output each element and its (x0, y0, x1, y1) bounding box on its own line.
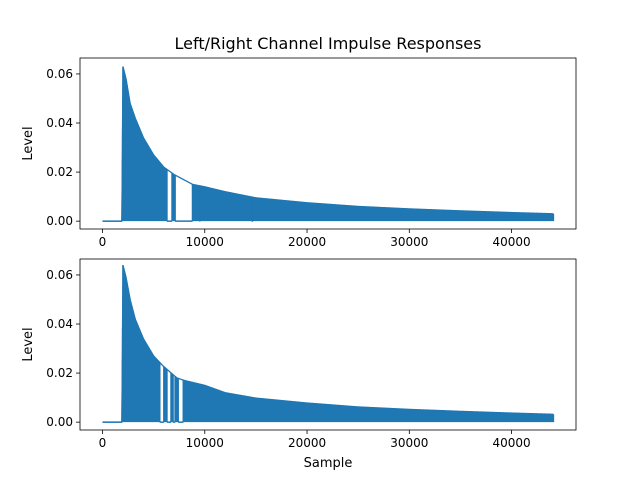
y-tick-label: 0.02 (46, 165, 73, 179)
chart-title: Left/Right Channel Impulse Responses (175, 34, 482, 53)
series-impulse-fill (121, 66, 555, 222)
series-impulse-fill (121, 265, 555, 423)
x-tick-label: 10000 (186, 235, 224, 249)
y-tick-label: 0.04 (46, 317, 73, 331)
axes-frame (79, 57, 577, 230)
x-tick-label: 20000 (288, 436, 326, 450)
x-tick-label: 30000 (390, 235, 428, 249)
x-tick-label: 0 (99, 235, 107, 249)
x-tick-label: 30000 (390, 436, 428, 450)
left-channel-panel: 0 10000 20000 30000 40000 0.00 0.02 0.04 0.06 Lev… (21, 57, 577, 249)
y-tick-label: 0.06 (46, 67, 73, 81)
axes-frame (79, 258, 577, 431)
series-envelope-line (102, 264, 554, 423)
y-tick-label: 0.00 (46, 214, 73, 228)
x-tick-label: 20000 (288, 235, 326, 249)
y-tick-label: 0.06 (46, 268, 73, 282)
series-envelope-line (102, 66, 554, 222)
x-axis-label: Sample (304, 456, 353, 471)
x-tick-label: 40000 (492, 436, 530, 450)
y-tick-label: 0.00 (46, 415, 73, 429)
y-axis-label: Level (21, 126, 36, 160)
right-channel-panel: 0 10000 20000 30000 40000 0.00 0.02 0.04 0.06 Lev… (21, 258, 577, 471)
y-axis-label: Level (21, 327, 36, 361)
x-tick-label: 10000 (186, 436, 224, 450)
x-tick-label: 40000 (492, 235, 530, 249)
x-tick-label: 0 (99, 436, 107, 450)
y-tick-label: 0.02 (46, 366, 73, 380)
y-tick-label: 0.04 (46, 116, 73, 130)
